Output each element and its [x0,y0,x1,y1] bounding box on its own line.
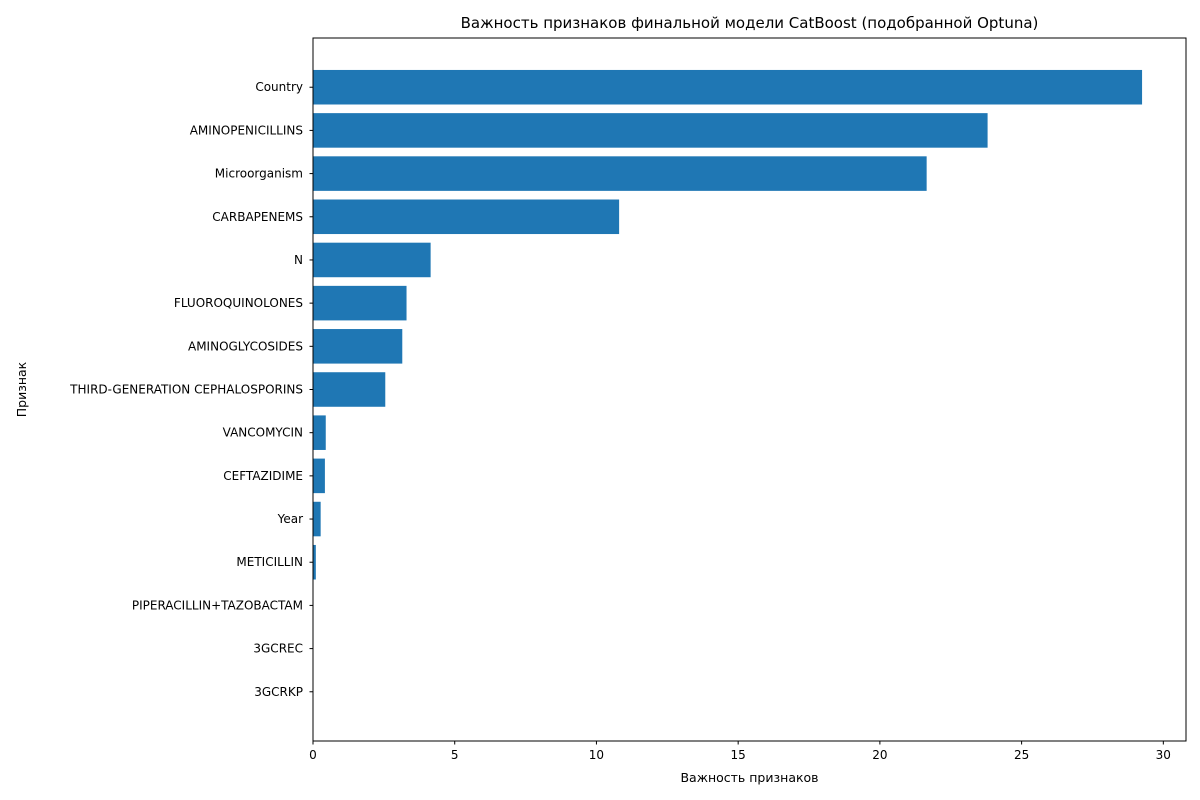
x-tick-label: 25 [1014,748,1029,762]
y-ticks-group: Country AMINOPENICILLINS Microorganism CARB… [69,80,313,699]
y-tick-label: CEFTAZIDIME [223,469,303,483]
y-tick-label: PIPERACILLIN+TAZOBACTAM [132,598,303,612]
y-tick-label: THIRD-GENERATION CEPHALOSPORINS [69,383,303,397]
bar-country [313,69,1143,105]
y-tick-label: FLUOROQUINOLONES [174,296,303,310]
bar-year [313,501,321,537]
bars-group [313,69,1143,580]
bar-microorganism [313,156,927,191]
y-tick-label: 3GCREC [253,642,303,656]
x-tick-label: 30 [1156,748,1171,762]
x-axis-label: Важность признаков [680,770,818,785]
x-tick-label: 15 [731,748,746,762]
y-tick-label: METICILLIN [236,555,303,569]
bar-aminoglycosides [313,329,403,364]
y-axis-label: Признак [14,361,29,417]
y-tick-label: Microorganism [215,167,303,181]
bar-meticillin [313,544,316,580]
y-tick-label: Year [277,512,303,526]
chart-title: Важность признаков финальной модели CatB… [461,14,1039,32]
y-tick-label: AMINOPENICILLINS [190,123,303,137]
x-tick-label: 10 [589,748,604,762]
x-ticks-group: 0 5 10 15 20 25 30 [309,741,1171,762]
y-tick-label: N [294,253,303,267]
y-tick-label: Country [255,80,303,94]
x-tick-label: 0 [309,748,317,762]
bar-carbapenems [313,199,620,235]
bar-third-generation-cephalosporins [313,372,386,407]
x-tick-label: 5 [451,748,459,762]
bar-aminopenicillins [313,113,988,148]
y-tick-label: 3GCRKP [254,685,303,699]
y-tick-label: AMINOGLYCOSIDES [188,339,303,353]
y-tick-label: VANCOMYCIN [223,426,303,440]
bar-n [313,242,431,278]
x-tick-label: 20 [872,748,887,762]
plot-frame [312,37,1187,742]
bar-fluoroquinolones [313,285,407,321]
bar-vancomycin [313,415,326,450]
y-tick-label: CARBAPENEMS [212,210,303,224]
bar-ceftazidime [313,458,325,494]
